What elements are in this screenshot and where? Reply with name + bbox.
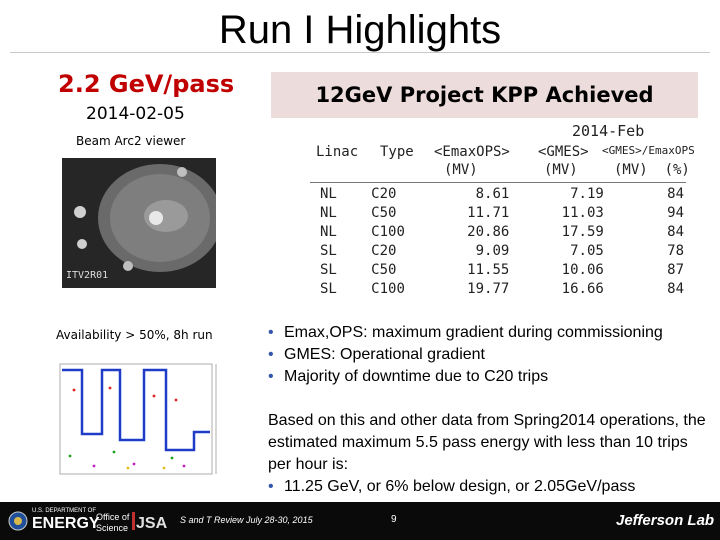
bullet-text: Majority of downtime due to C20 trips: [284, 368, 549, 385]
unit-ratio: (MV) (%): [614, 162, 690, 178]
table-rule: [310, 182, 686, 183]
table-cell: C20: [371, 242, 397, 259]
bullet-item: • Emax,OPS: maximum gradient during commi…: [268, 322, 708, 344]
table-row: NL C100 20.86 17.59 84: [314, 222, 690, 241]
table-body: NL C20 8.61 7.19 84 NL C50 11.71 11.03 94 NL C100 20…: [314, 184, 690, 298]
table-cell: 7.19: [570, 185, 604, 202]
table-cell: C100: [371, 280, 405, 297]
unit-emax: (MV): [444, 162, 478, 178]
header-ratio: <GMES>/EmaxOPS: [602, 144, 695, 157]
table-cell: NL: [320, 185, 337, 202]
table-cell: 11.03: [561, 204, 604, 221]
table-row: NL C50 11.71 11.03 94: [314, 203, 690, 222]
viewer-id-label: ITV2R01: [66, 270, 109, 281]
table-cell: 8.61: [475, 185, 510, 202]
bullet-dot: •: [268, 346, 274, 363]
kpp-table: 2014-Feb Linac Type <EmaxOPS> <GMES> <GM…: [310, 122, 695, 302]
viewer-caption: Beam Arc2 viewer: [76, 134, 186, 148]
table-period: 2014-Feb: [572, 122, 645, 140]
office-text: Office of: [96, 512, 130, 522]
table-cell: 84: [667, 185, 684, 202]
viewer-graphic: [62, 158, 216, 288]
table-row: SL C20 9.09 7.05 78: [314, 241, 690, 260]
bullet-list: • Emax,OPS: maximum gradient during commi…: [268, 322, 708, 388]
table-cell: 10.06: [561, 261, 604, 278]
table-cell: C20: [371, 185, 397, 202]
availability-plot-graphic: [59, 363, 217, 475]
energy-logo-text: ENERGY: [32, 515, 100, 532]
bullet-dot: •: [268, 368, 274, 385]
header-linac: Linac: [316, 144, 359, 160]
science-text: Science: [96, 523, 129, 533]
table-cell: 78: [667, 242, 684, 259]
svg-text:JSA: JSA: [136, 515, 168, 532]
unit-gmes: (MV): [544, 162, 578, 178]
table-cell: SL: [320, 280, 337, 297]
date-label: 2014-02-05: [86, 104, 185, 124]
paragraph-bullet: • 11.25 GeV, or 6% below design, or 2.05G…: [268, 476, 708, 498]
table-row: SL C50 11.55 10.06 87: [314, 260, 690, 279]
table-cell: 7.05: [570, 242, 604, 259]
review-text: S and T Review July 28-30, 2015: [180, 515, 313, 525]
table-row: SL C100 19.77 16.66 84: [314, 279, 690, 298]
table-cell: C50: [371, 261, 397, 278]
bullet-item: • GMES: Operational gradient: [268, 344, 708, 366]
table-cell: SL: [320, 242, 337, 259]
table-cell: 11.71: [467, 204, 510, 221]
bullet-dot: •: [268, 478, 274, 495]
table-cell: 19.77: [467, 280, 510, 297]
table-cell: C50: [371, 204, 397, 221]
doe-seal-icon: [8, 511, 28, 531]
footer-bar: U.S. DEPARTMENT OF ENERGY Office of Scie…: [0, 502, 720, 540]
bullet-text: Emax,OPS: maximum gradient during commis…: [284, 324, 663, 341]
bullet-dot: •: [268, 324, 274, 341]
kpp-banner-background: [271, 72, 698, 118]
slide-title: Run I Highlights: [218, 8, 502, 52]
table-cell: SL: [320, 261, 337, 278]
table-cell: 16.66: [561, 280, 604, 297]
table-cell: 94: [667, 204, 684, 221]
jefferson-lab-logo: Jefferson Lab: [616, 512, 715, 529]
table-cell: 87: [667, 261, 684, 278]
energy-headline: 2.2 GeV/pass: [58, 70, 235, 98]
page-number: 9: [391, 514, 397, 525]
beam-viewer-image: ITV2R01: [62, 158, 216, 288]
table-cell: 17.59: [561, 223, 604, 240]
table-cell: 11.55: [467, 261, 510, 278]
header-emax: <EmaxOPS>: [434, 144, 510, 160]
availability-plot: [44, 360, 240, 492]
table-cell: NL: [320, 223, 337, 240]
bullet-text: GMES: Operational gradient: [284, 346, 485, 363]
title-underline: [10, 6, 710, 53]
availability-caption: Availability > 50%, 8h run: [56, 328, 213, 342]
table-cell: 20.86: [467, 223, 510, 240]
conclusion-paragraph: Based on this and other data from Spring…: [268, 410, 708, 498]
table-row: NL C20 8.61 7.19 84: [314, 184, 690, 203]
table-cell: 84: [667, 223, 684, 240]
table-cell: 9.09: [475, 242, 510, 259]
header-gmes: <GMES>: [538, 144, 589, 160]
table-cell: NL: [320, 204, 337, 221]
jsa-logo-icon: JSA: [132, 512, 168, 532]
bullet-item: • Majority of downtime due to C20 trips: [268, 366, 708, 388]
table-cell: C100: [371, 223, 405, 240]
header-type: Type: [380, 144, 414, 160]
paragraph-bullet-text: 11.25 GeV, or 6% below design, or 2.05Ge…: [284, 478, 636, 495]
kpp-banner: 12GeV Project KPP Achieved: [315, 83, 654, 107]
paragraph-text: Based on this and other data from Spring…: [268, 412, 706, 473]
doe-small-text: U.S. DEPARTMENT OF: [32, 508, 97, 514]
table-cell: 84: [667, 280, 684, 297]
